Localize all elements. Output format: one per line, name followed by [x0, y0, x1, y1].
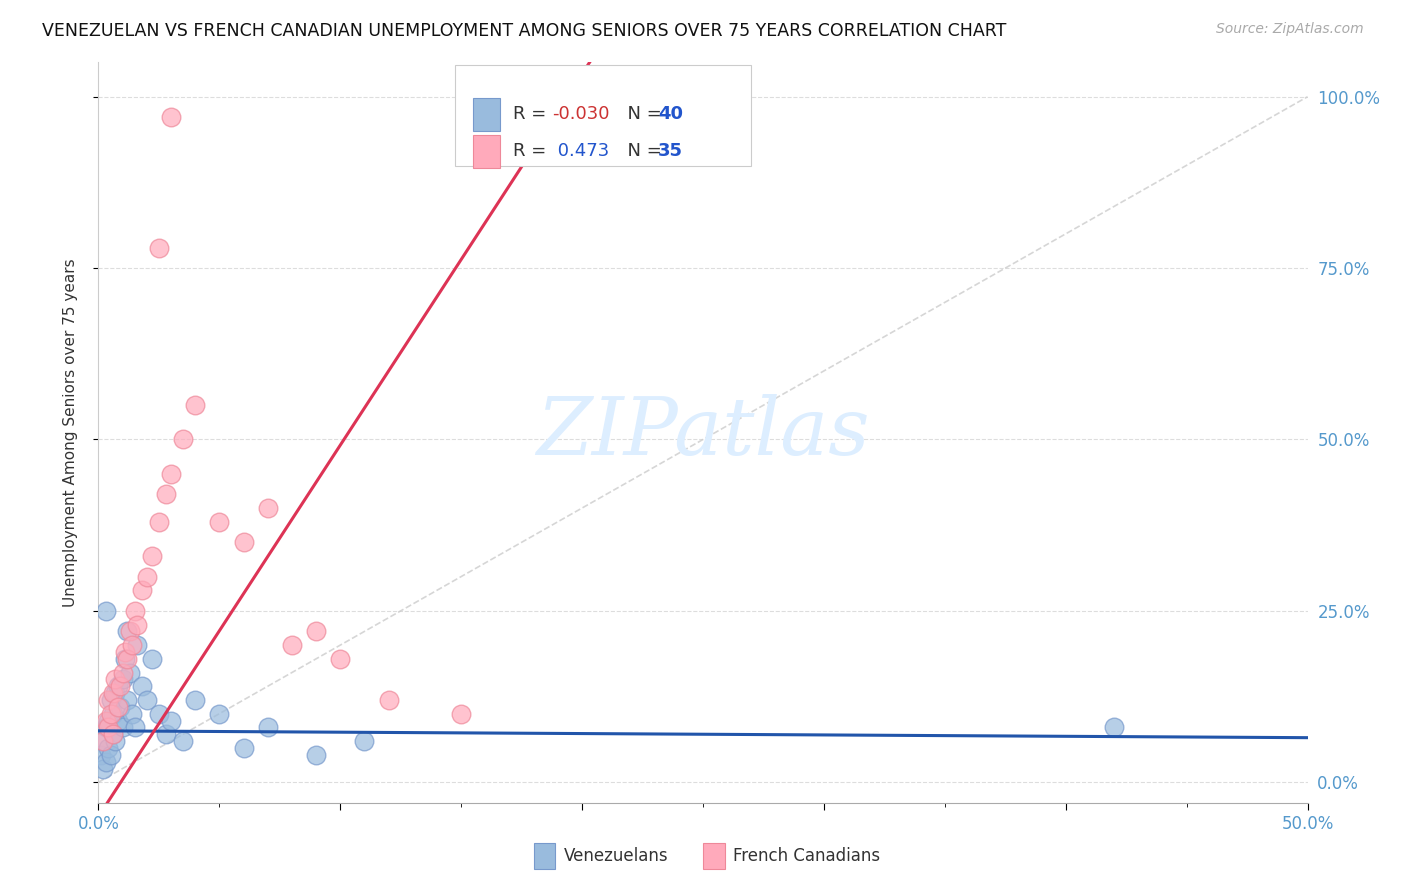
Point: [100, 747, 122, 762]
Point: [160, 467, 183, 481]
Point: [124, 720, 146, 734]
Point: [172, 734, 194, 748]
Point: [94, 755, 117, 769]
Point: [127, 638, 149, 652]
Text: VENEZUELAN VS FRENCH CANADIAN UNEMPLOYMENT AMONG SENIORS OVER 75 YEARS CORRELATI: VENEZUELAN VS FRENCH CANADIAN UNEMPLOYME…: [42, 22, 1007, 40]
Point: [172, 433, 194, 447]
Point: [104, 673, 127, 687]
Point: [124, 604, 146, 618]
Point: [100, 706, 122, 721]
Point: [108, 699, 131, 714]
FancyBboxPatch shape: [474, 135, 501, 168]
Point: [108, 679, 131, 693]
Point: [90, 747, 112, 762]
Point: [148, 706, 170, 721]
Point: [107, 714, 129, 728]
Text: 40: 40: [658, 105, 683, 123]
Point: [94, 714, 117, 728]
Point: [131, 679, 153, 693]
Point: [114, 645, 136, 659]
Point: [117, 652, 139, 666]
Point: [155, 727, 177, 741]
Point: [160, 110, 183, 124]
Point: [1102, 720, 1125, 734]
Point: [281, 638, 304, 652]
Point: [94, 720, 117, 734]
Point: [91, 762, 114, 776]
Point: [155, 487, 177, 501]
Point: [131, 583, 153, 598]
Point: [232, 535, 254, 549]
Point: [91, 734, 114, 748]
Point: [104, 734, 127, 748]
Point: [353, 734, 375, 748]
Text: 35: 35: [658, 143, 683, 161]
Point: [135, 693, 157, 707]
Point: [256, 501, 278, 516]
Point: [117, 624, 139, 639]
Text: 0.473: 0.473: [551, 143, 609, 161]
Point: [104, 686, 127, 700]
Point: [377, 693, 399, 707]
Point: [127, 617, 149, 632]
Point: [450, 706, 472, 721]
Point: [208, 706, 231, 721]
Point: [107, 679, 129, 693]
Point: [94, 604, 117, 618]
Point: [118, 624, 141, 639]
Point: [208, 515, 231, 529]
Point: [305, 747, 328, 762]
Point: [121, 706, 143, 721]
Text: N =: N =: [616, 105, 668, 123]
Text: -0.030: -0.030: [551, 105, 609, 123]
FancyBboxPatch shape: [703, 843, 724, 869]
Point: [107, 699, 129, 714]
Point: [135, 569, 157, 583]
Point: [101, 686, 124, 700]
Point: [97, 693, 120, 707]
Point: [111, 720, 134, 734]
Point: [111, 665, 134, 680]
Point: [97, 714, 120, 728]
Text: R =: R =: [513, 143, 558, 161]
Point: [148, 515, 170, 529]
Point: [141, 652, 163, 666]
Text: French Canadians: French Canadians: [734, 847, 880, 865]
Text: Source: ZipAtlas.com: Source: ZipAtlas.com: [1216, 22, 1364, 37]
Point: [101, 727, 124, 741]
Point: [97, 741, 120, 756]
Point: [160, 714, 183, 728]
Y-axis label: Unemployment Among Seniors over 75 years: Unemployment Among Seniors over 75 years: [63, 259, 77, 607]
Point: [117, 693, 139, 707]
Point: [184, 693, 207, 707]
Text: N =: N =: [616, 143, 668, 161]
Point: [111, 673, 134, 687]
Text: ZIPatlas: ZIPatlas: [536, 394, 870, 471]
Point: [305, 624, 328, 639]
Point: [141, 549, 163, 563]
Point: [256, 720, 278, 734]
Point: [118, 665, 141, 680]
Point: [148, 240, 170, 255]
Text: R =: R =: [513, 105, 553, 123]
Point: [91, 734, 114, 748]
Text: Venezuelans: Venezuelans: [564, 847, 669, 865]
FancyBboxPatch shape: [456, 64, 751, 166]
Point: [184, 398, 207, 412]
Point: [232, 741, 254, 756]
Point: [101, 706, 124, 721]
FancyBboxPatch shape: [474, 97, 501, 131]
FancyBboxPatch shape: [534, 843, 555, 869]
Point: [97, 720, 120, 734]
Point: [101, 727, 124, 741]
Point: [329, 652, 352, 666]
Point: [100, 693, 122, 707]
Point: [114, 652, 136, 666]
Point: [121, 638, 143, 652]
